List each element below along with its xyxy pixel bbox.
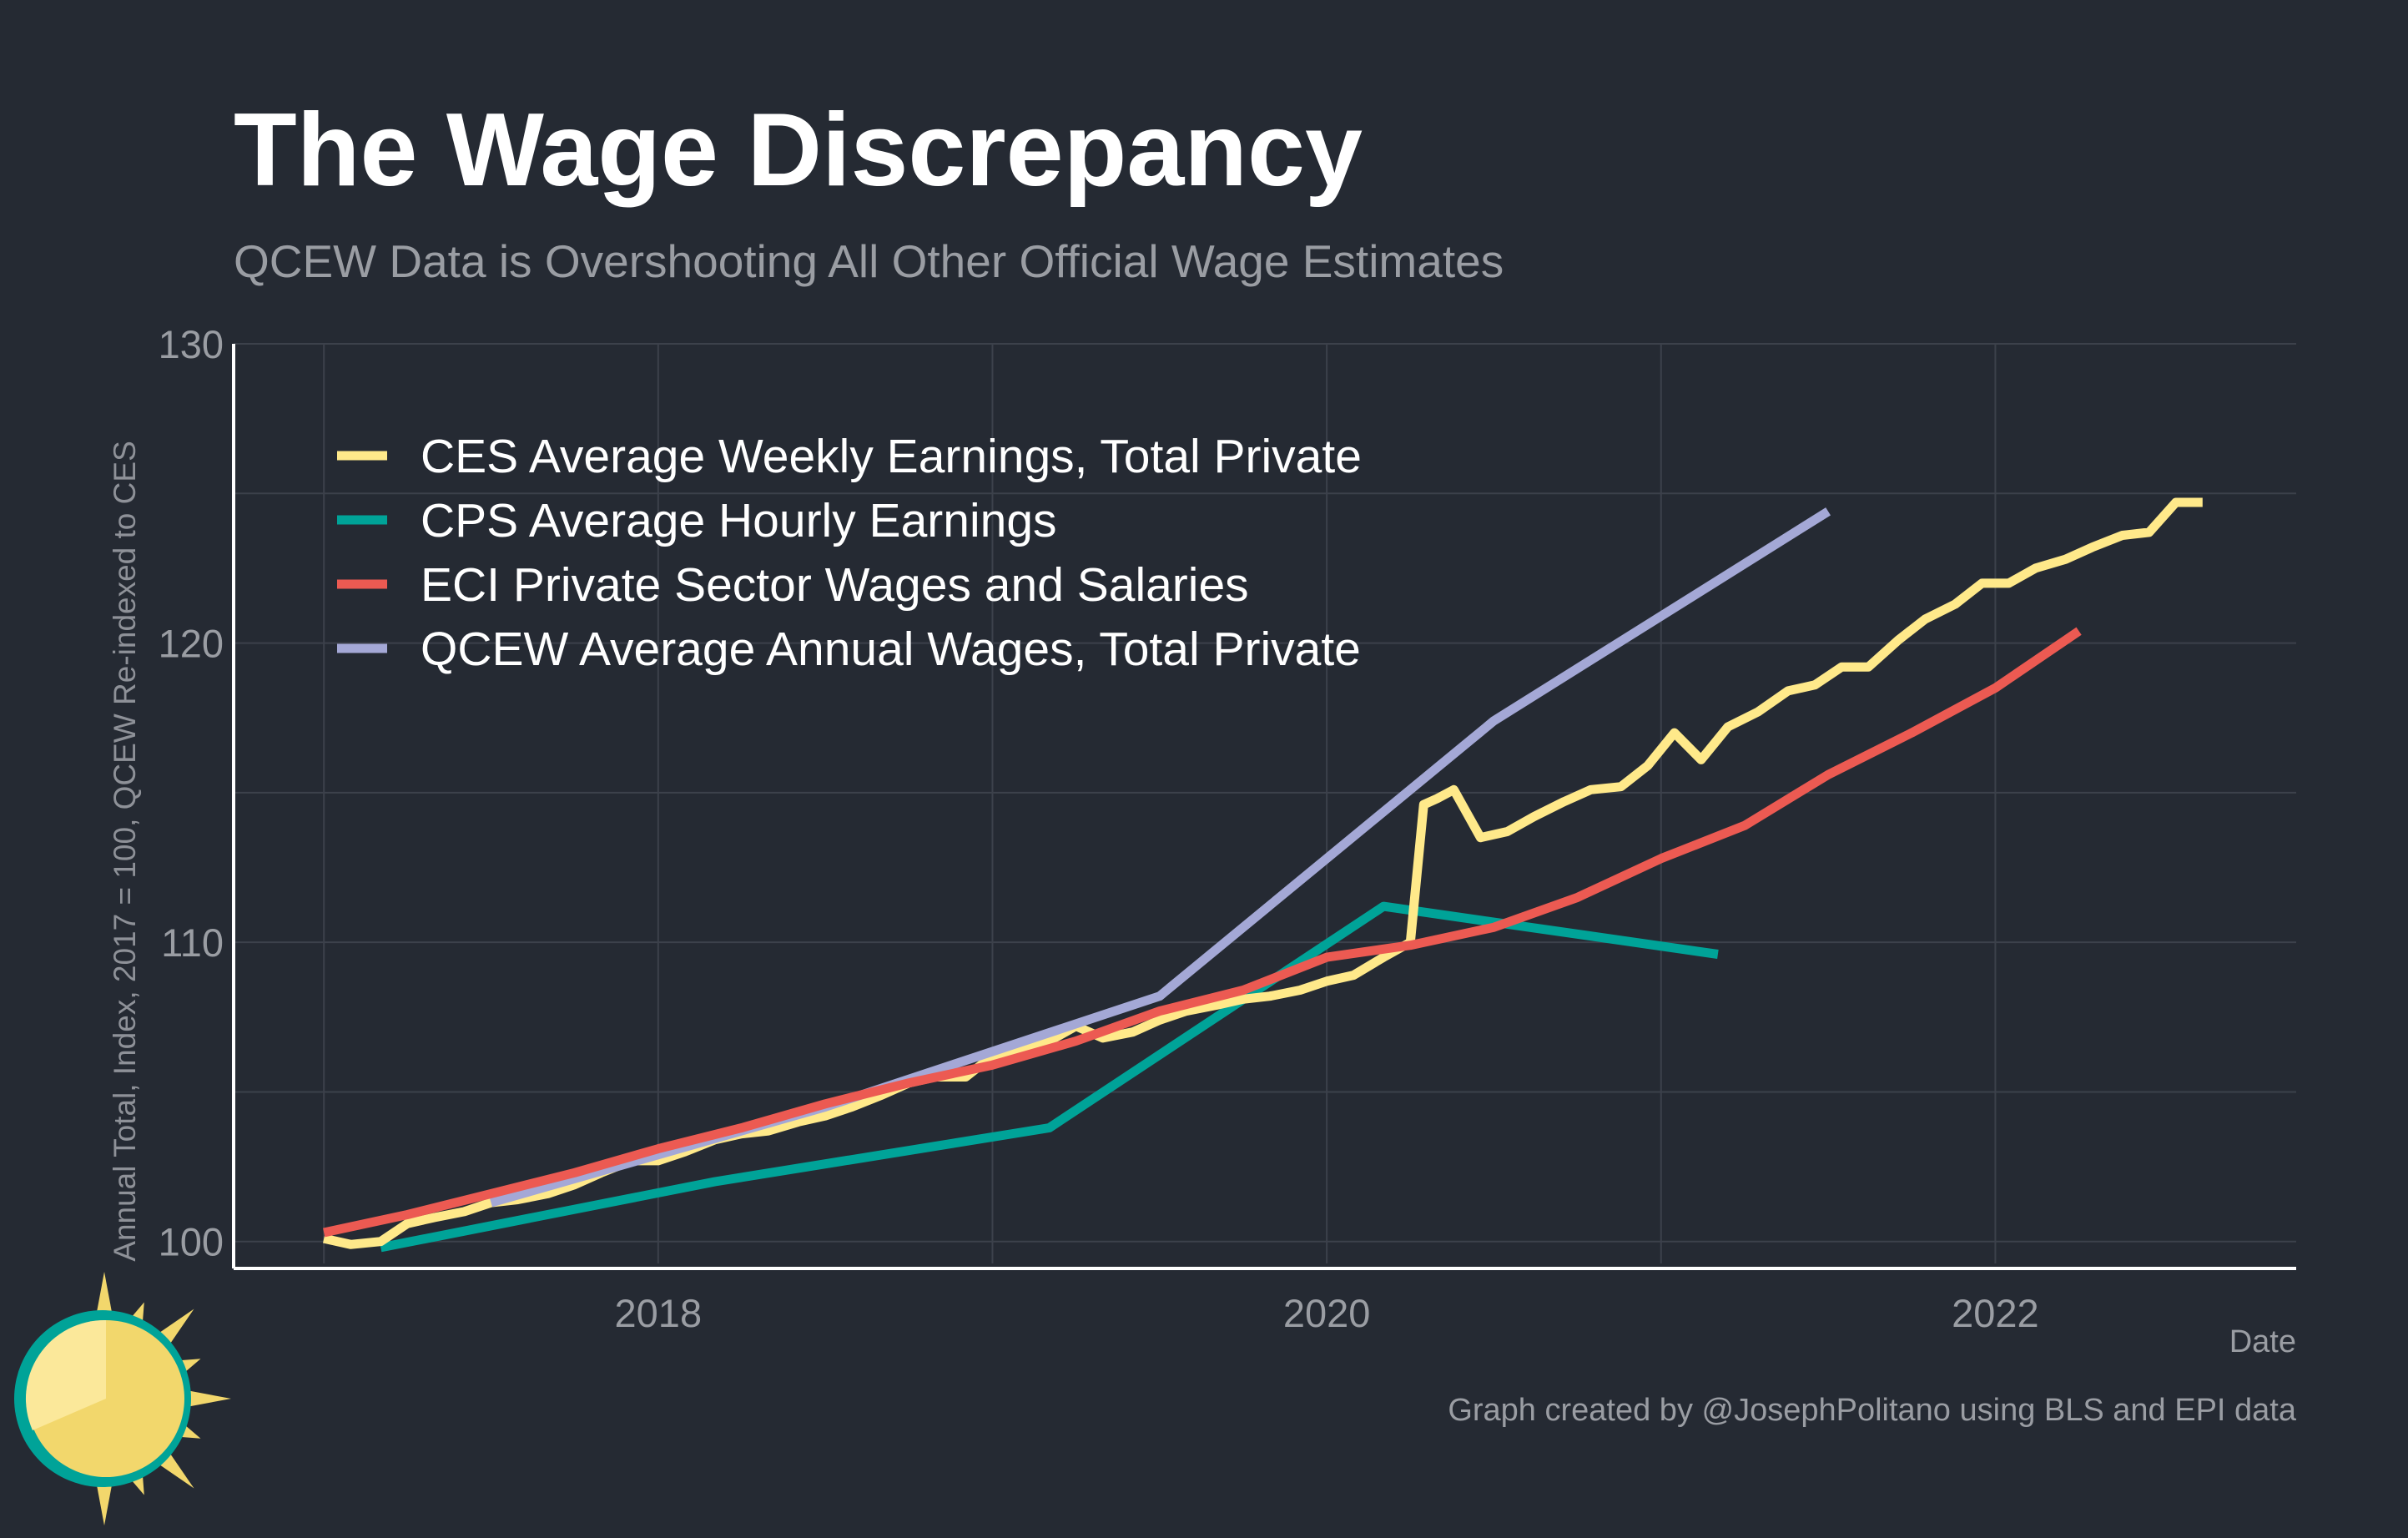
legend-label: CPS Average Hourly Earnings [421, 494, 1057, 547]
series-lines [322, 497, 2203, 1253]
axes [232, 344, 2296, 1270]
legend-label: CES Average Weekly Earnings, Total Priva… [421, 430, 1362, 483]
legend-label: ECI Private Sector Wages and Salaries [421, 558, 1249, 612]
sun-highlight [25, 1319, 106, 1430]
x-tick-label: 2020 [1283, 1291, 1371, 1335]
x-axis-label: Date [2229, 1324, 2296, 1359]
grid [234, 343, 2296, 1263]
sun-ray [179, 1389, 231, 1409]
legend-label: QCEW Average Annual Wages, Total Private [421, 623, 1361, 676]
y-axis-label: Annual Total, Index, 2017 = 100, QCEW Re… [108, 441, 142, 1261]
y-tick-label: 110 [161, 920, 224, 965]
series-line-2 [323, 627, 2082, 1238]
legend: CES Average Weekly Earnings, Total Priva… [337, 430, 1362, 676]
tick-labels: 100 110 120 130 2018 2020 2022 [159, 322, 2039, 1335]
x-tick-label: 2018 [615, 1291, 703, 1335]
sun-logo-icon [14, 1272, 231, 1525]
caption: Graph created by @JosephPolitano using B… [1448, 1393, 2297, 1428]
x-tick-label: 2022 [1952, 1291, 2039, 1335]
chart-title: The Wage Discrepancy [234, 93, 1363, 208]
chart-subtitle: QCEW Data is Overshooting All Other Offi… [234, 235, 1504, 287]
y-tick-label: 120 [159, 622, 224, 666]
y-tick-label: 130 [159, 322, 224, 366]
y-tick-label: 100 [159, 1220, 224, 1264]
